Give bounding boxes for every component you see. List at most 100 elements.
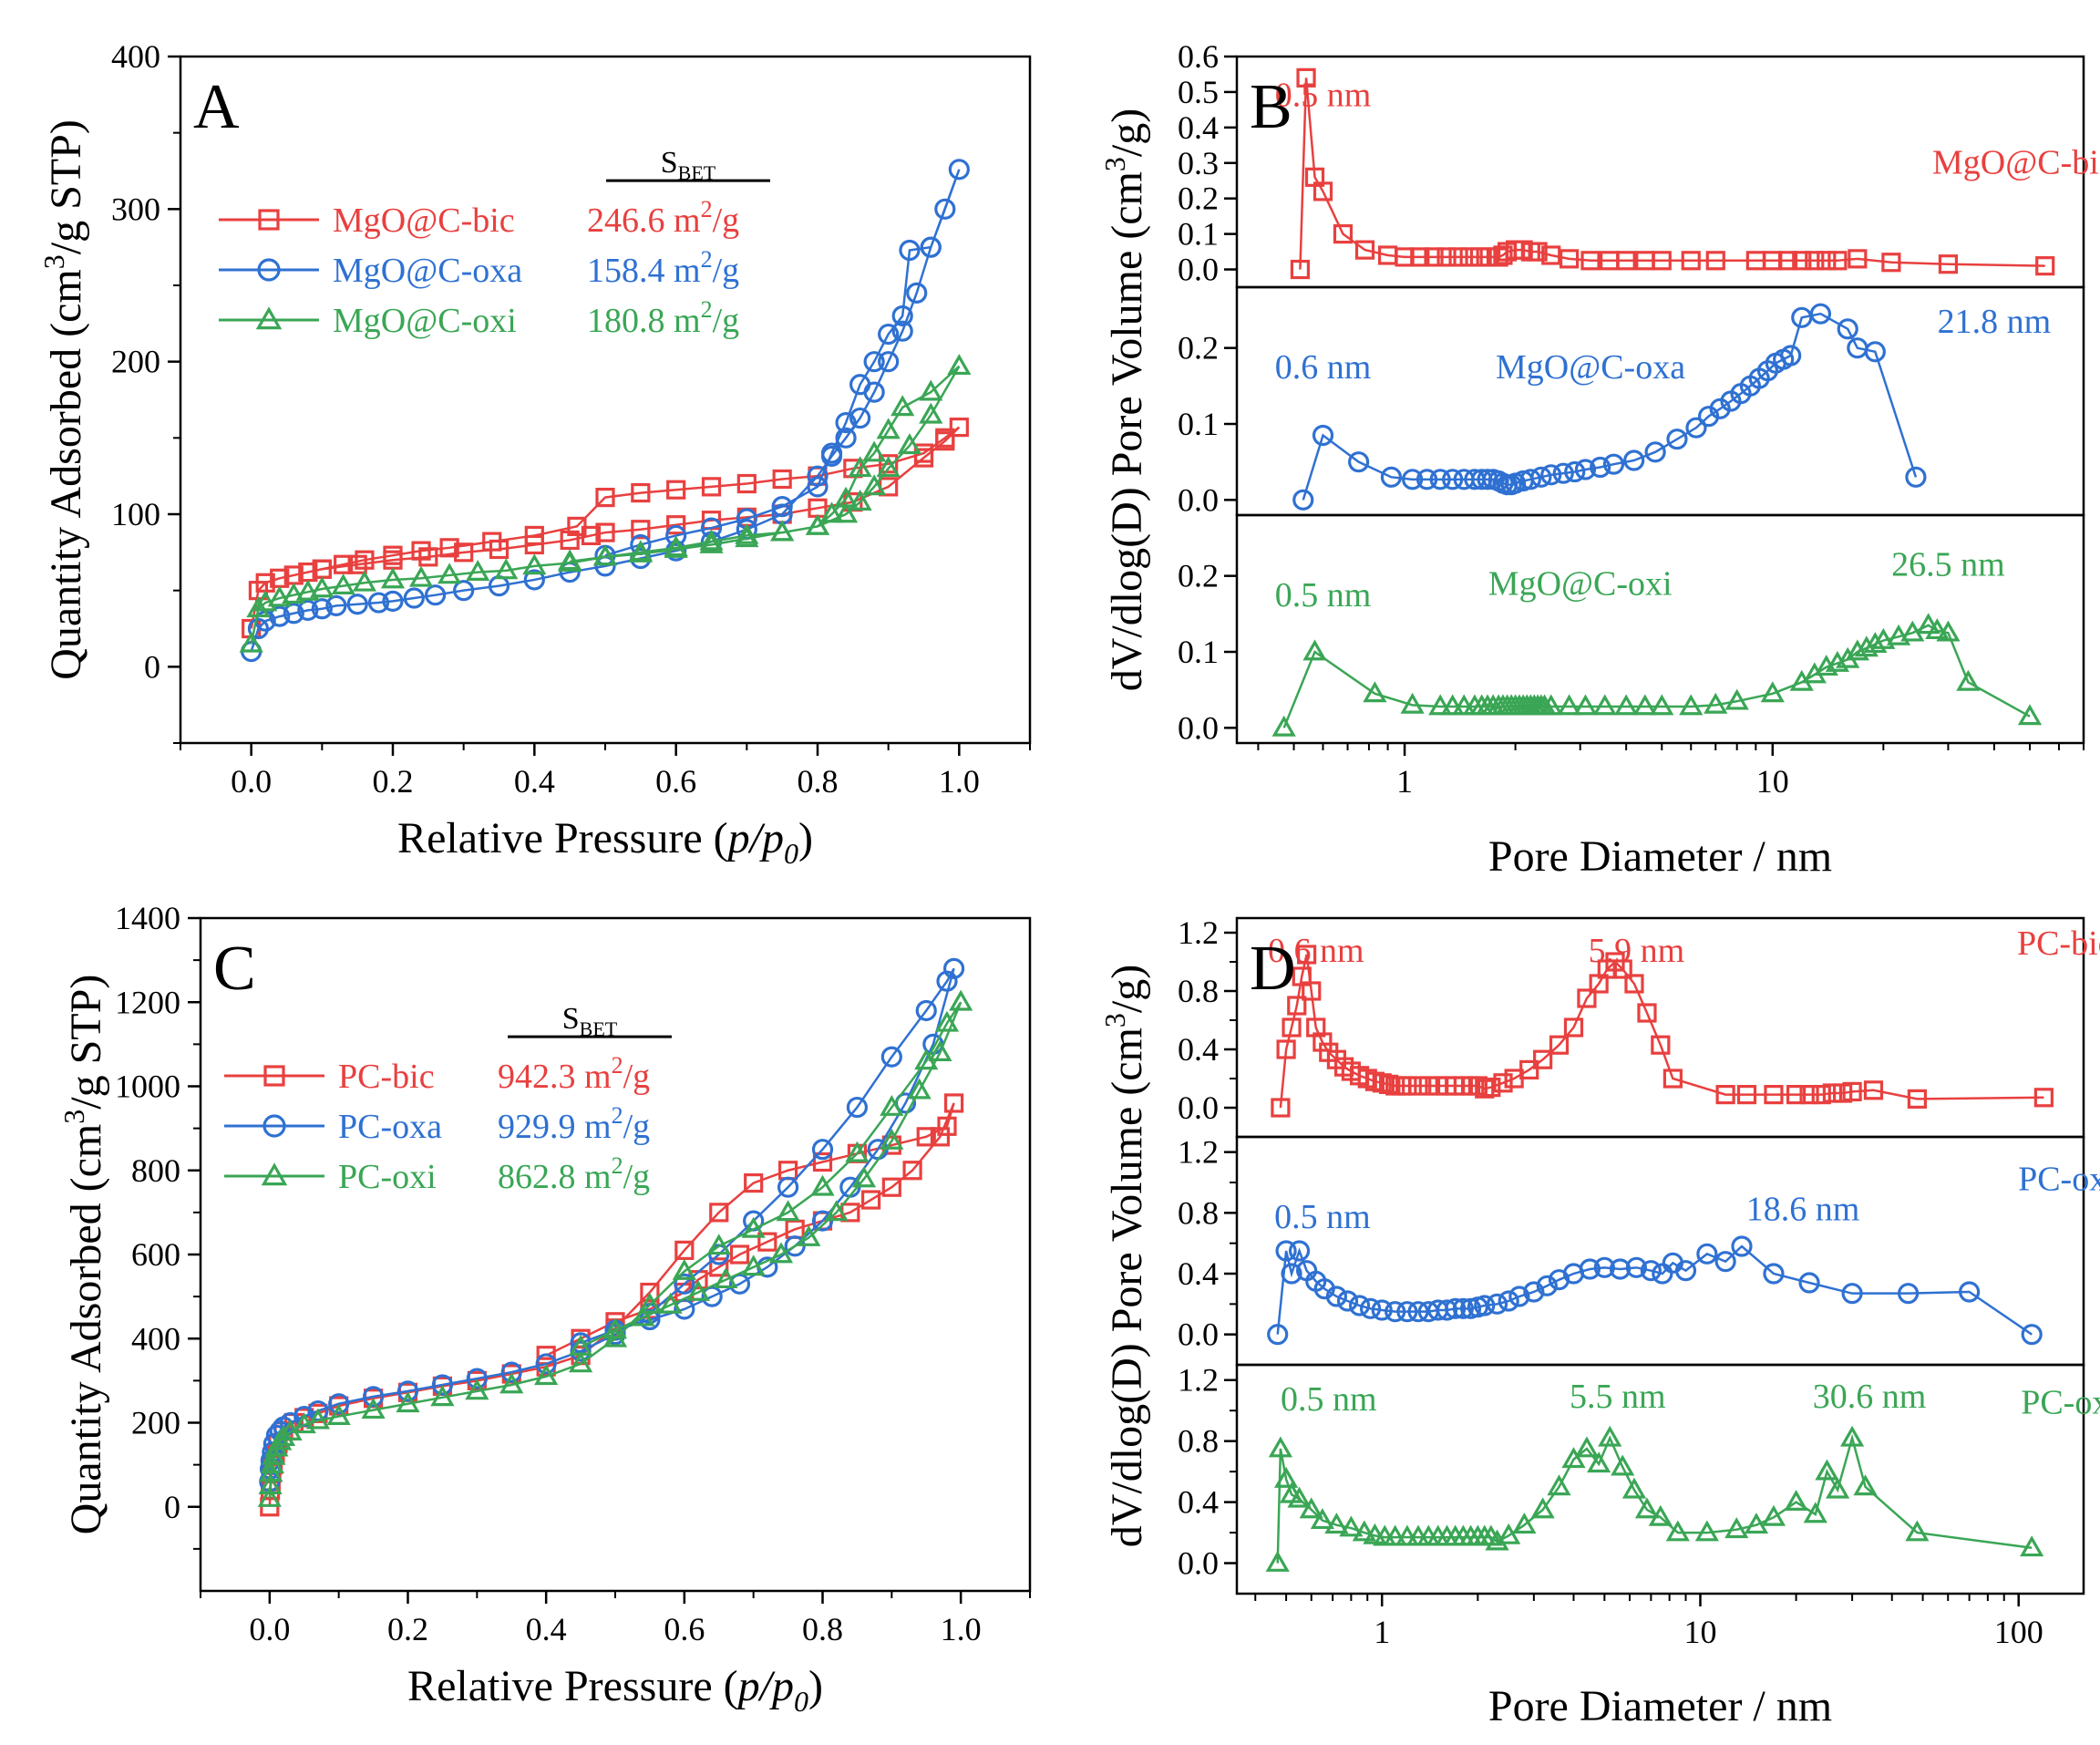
sbet-value: 862.8 m2/g xyxy=(498,1152,650,1196)
data-point xyxy=(524,534,544,555)
annotation: 26.5 nm xyxy=(1891,546,2005,584)
y-tick-label: 0.0 xyxy=(1178,1545,1219,1582)
data-point xyxy=(1598,1425,1622,1447)
data-point xyxy=(772,469,792,490)
data-point xyxy=(453,580,475,602)
legend-entry: PC-oxa 929.9 m2/g xyxy=(224,1102,650,1146)
data-point xyxy=(942,957,965,979)
data-point xyxy=(1312,181,1333,201)
data-point xyxy=(1644,441,1666,463)
sbet-value: 180.8 m2/g xyxy=(587,296,739,340)
data-point xyxy=(1268,1436,1293,1458)
x-tick-label: 100 xyxy=(1994,1614,2043,1650)
data-point xyxy=(1302,639,1327,661)
y-tick-label: 0.0 xyxy=(1178,252,1219,288)
data-point xyxy=(674,1240,695,1260)
data-point xyxy=(674,1273,695,1295)
annotation: 0.5 nm xyxy=(1275,76,1372,114)
annotation: MgO@C-oxi xyxy=(1488,565,1673,604)
data-point xyxy=(1552,462,1574,484)
data-point xyxy=(1519,1059,1539,1080)
y-tick-label: 0.4 xyxy=(1178,1484,1219,1521)
data-point xyxy=(862,440,887,462)
data-point xyxy=(851,1166,877,1188)
data-point xyxy=(860,1190,881,1210)
data-point xyxy=(1665,1520,1690,1542)
data-point xyxy=(699,529,724,551)
y-tick-label: 1400 xyxy=(115,900,180,936)
data-point xyxy=(943,1093,964,1113)
data-point xyxy=(1590,456,1611,479)
data-point xyxy=(1348,451,1370,473)
data-point xyxy=(1624,974,1644,994)
data-point xyxy=(1898,1283,1920,1305)
data-point xyxy=(1798,1272,1820,1294)
data-point xyxy=(1352,1520,1376,1542)
data-point xyxy=(1681,251,1701,271)
data-point xyxy=(881,1177,901,1197)
data-point xyxy=(819,501,844,523)
data-point xyxy=(1674,1260,1697,1282)
x-tick-label: 1 xyxy=(1374,1614,1390,1650)
data-point xyxy=(637,1292,663,1314)
data-point xyxy=(1845,639,1869,661)
data-point xyxy=(1339,1515,1364,1537)
data-point xyxy=(1907,1089,1927,1110)
data-point xyxy=(1736,1084,1757,1105)
data-point xyxy=(1271,1098,1291,1118)
data-point xyxy=(1839,1425,1865,1447)
data-point xyxy=(1549,1035,1570,1055)
data-point xyxy=(253,590,278,612)
x-tick-label: 1.0 xyxy=(939,763,980,800)
data-point xyxy=(880,1046,902,1068)
data-point xyxy=(899,239,921,262)
data-point xyxy=(1436,247,1457,267)
y-tick-label: 0.5 xyxy=(1178,74,1219,110)
series-line xyxy=(1279,954,2044,1109)
data-point xyxy=(1593,1256,1615,1278)
data-point xyxy=(674,1298,695,1320)
data-point xyxy=(466,560,490,581)
data-point xyxy=(1348,1295,1371,1316)
data-point xyxy=(948,159,970,181)
data-point xyxy=(1400,692,1425,714)
data-point xyxy=(1436,1299,1458,1321)
data-point xyxy=(1563,1017,1584,1038)
data-point xyxy=(807,465,829,487)
data-point xyxy=(891,320,913,342)
panel-label: D xyxy=(1250,934,1296,1004)
series-line xyxy=(1299,77,2045,270)
data-point xyxy=(326,1404,351,1425)
data-point xyxy=(1271,715,1296,737)
data-point xyxy=(1871,627,1896,649)
x-axis-title: Relative Pressure (p/p0) xyxy=(397,814,813,870)
x-tick-label: 0.8 xyxy=(802,1611,843,1647)
x-tick-label: 10 xyxy=(1756,763,1789,800)
data-point xyxy=(1539,694,1563,716)
data-point xyxy=(1363,681,1387,703)
data-point xyxy=(500,1361,522,1383)
data-point xyxy=(258,1473,283,1495)
data-point xyxy=(1848,249,1868,269)
data-point xyxy=(1792,251,1812,271)
data-point xyxy=(1557,694,1581,716)
data-point xyxy=(522,553,547,575)
data-point xyxy=(1493,1073,1513,1093)
data-point xyxy=(1580,251,1601,271)
data-point xyxy=(1854,635,1879,657)
data-point xyxy=(1560,249,1580,269)
data-point xyxy=(361,1398,386,1420)
series-line xyxy=(250,426,961,629)
data-point xyxy=(824,1200,849,1222)
data-point xyxy=(1287,996,1307,1016)
data-point xyxy=(595,522,615,542)
data-point xyxy=(811,1139,834,1161)
x-tick-label: 0.0 xyxy=(249,1611,290,1647)
y-tick-label: 100 xyxy=(111,496,160,532)
data-point xyxy=(863,351,885,373)
data-point xyxy=(425,584,447,606)
data-point xyxy=(499,1372,524,1394)
data-point xyxy=(894,1092,917,1114)
data-point xyxy=(1448,247,1468,267)
data-point xyxy=(1541,245,1561,265)
